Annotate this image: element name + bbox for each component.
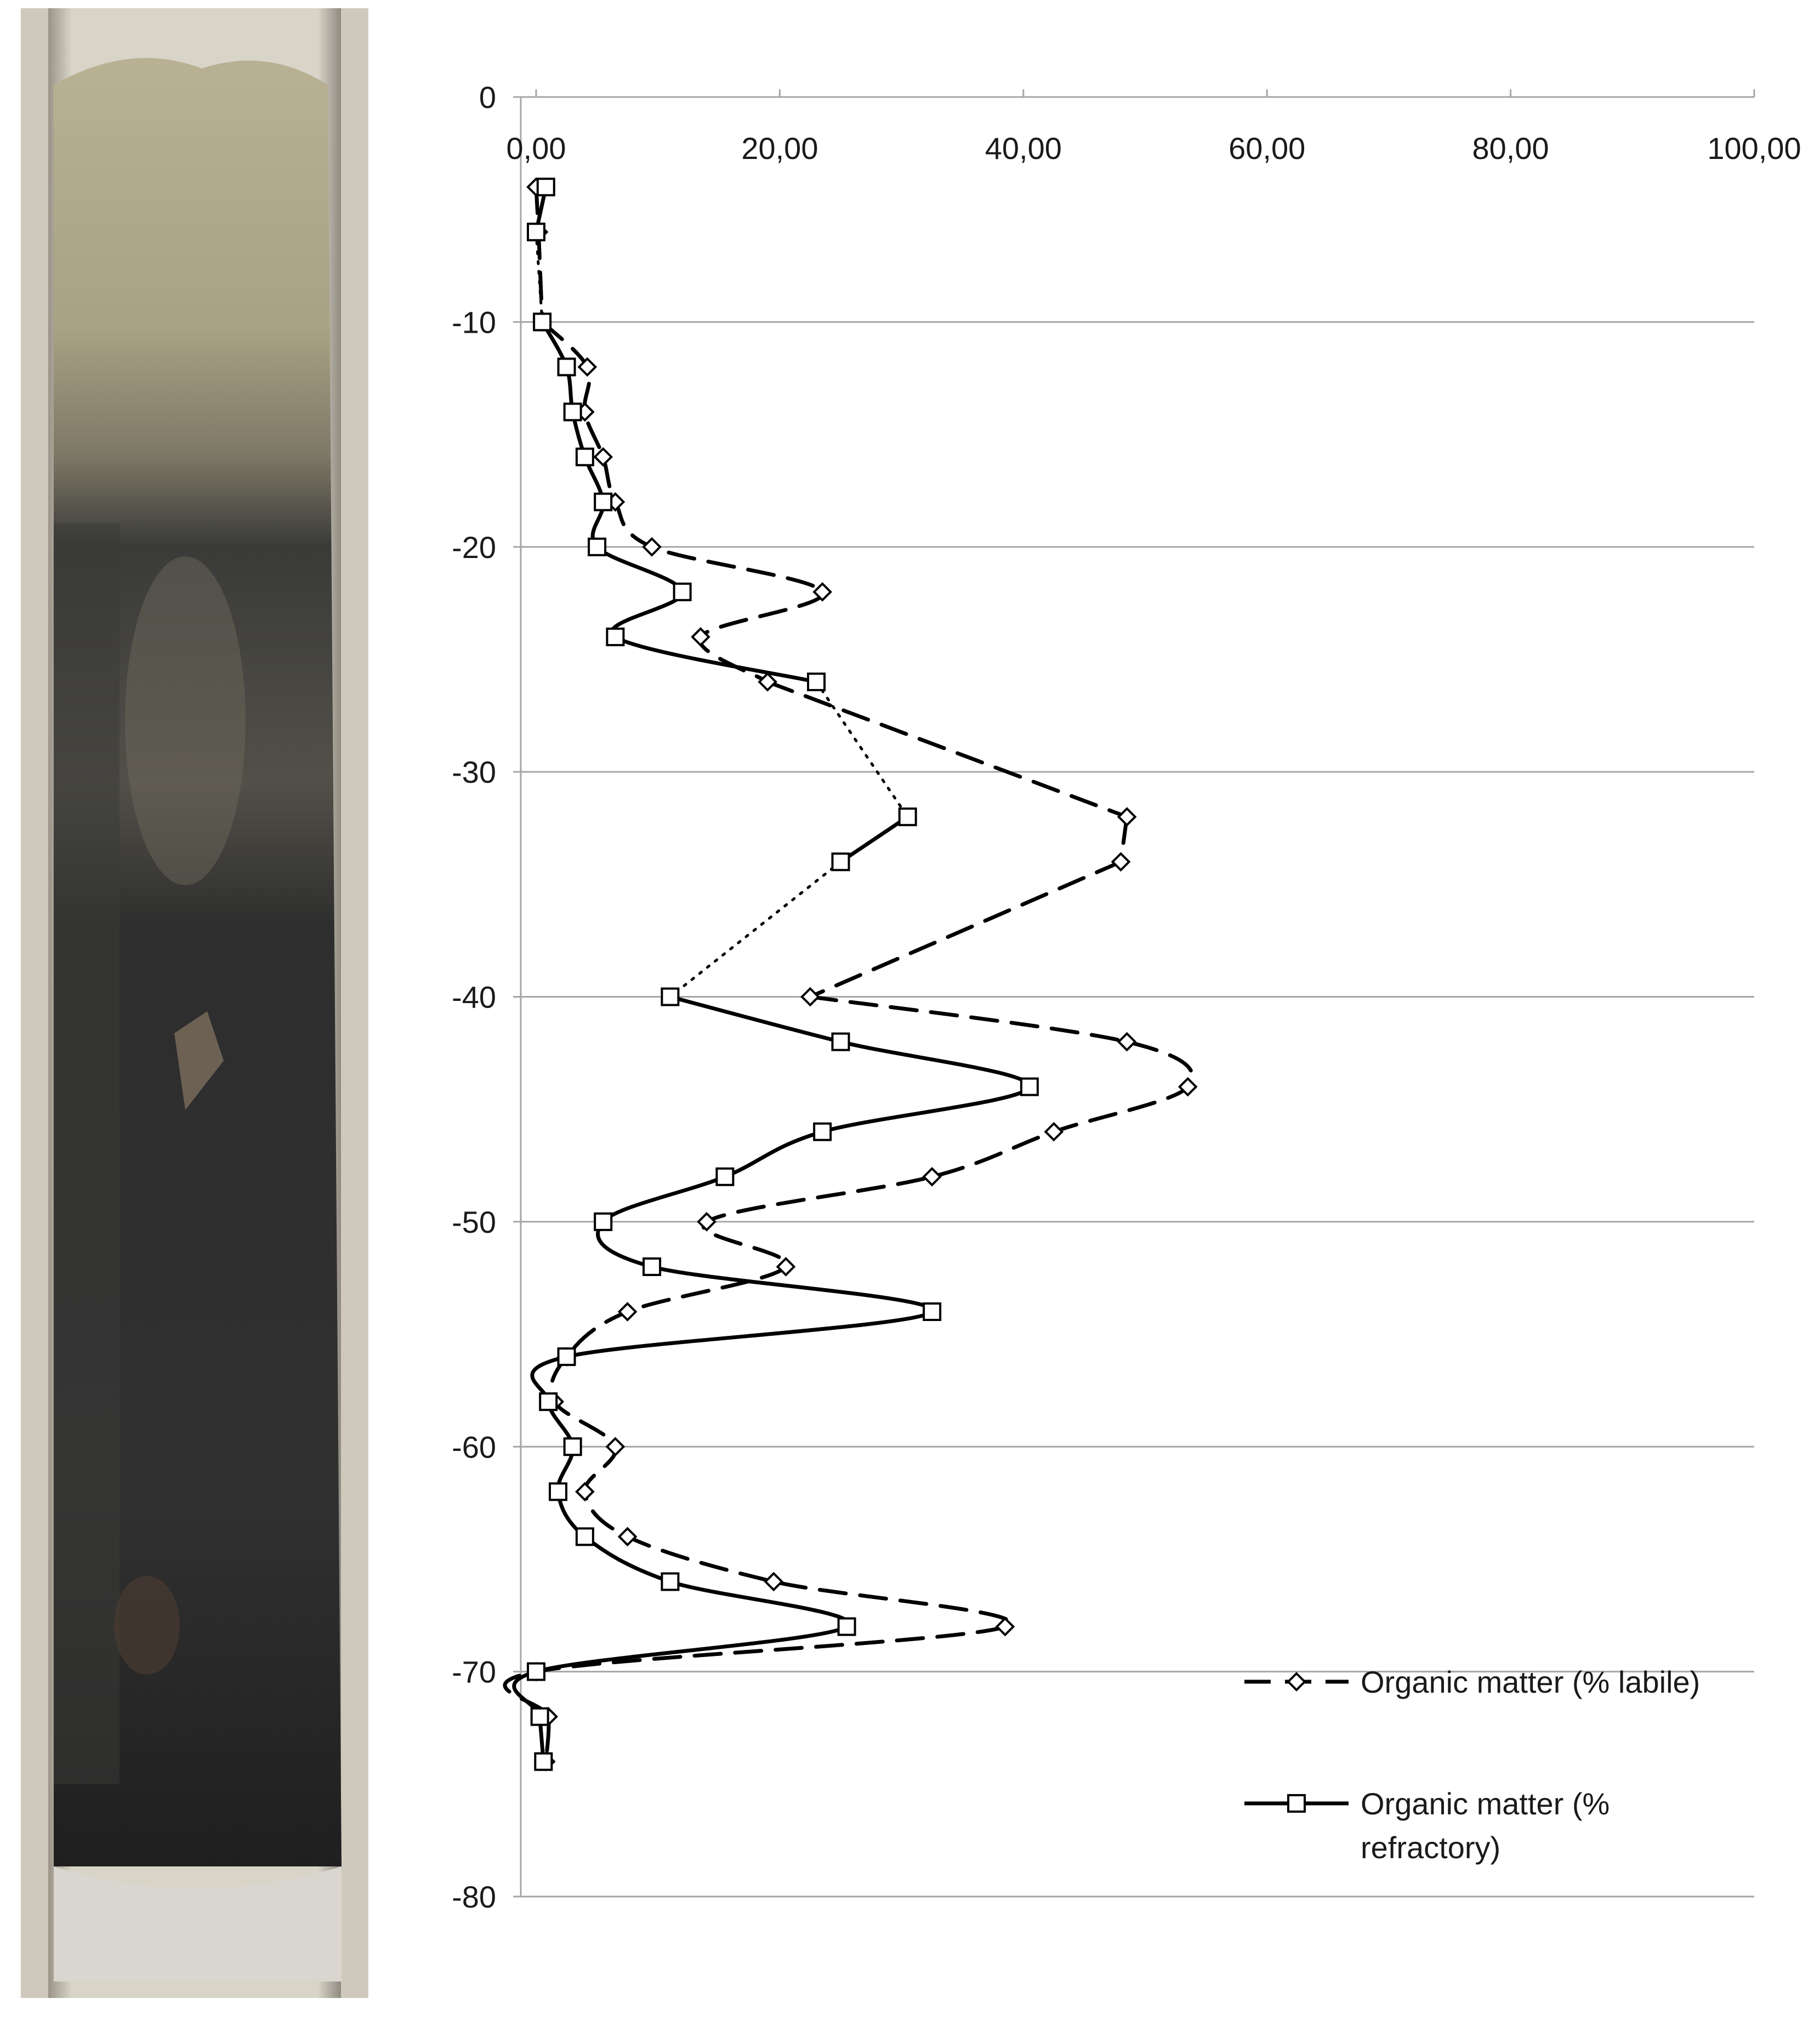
x-tick-label-5: 100,00 [1707,131,1801,166]
series-layer [503,177,1198,1772]
grid-lines [521,96,1754,1898]
data-point-0-26 [764,1572,784,1592]
series-line-segment-0-6 [503,995,1195,1764]
data-point-1-21 [557,1347,576,1367]
data-point-0-18 [697,1212,716,1232]
data-point-1-30 [534,1752,553,1771]
data-point-1-23 [563,1437,582,1456]
data-point-0-19 [776,1257,796,1277]
x-tick-label-4: 80,00 [1472,131,1549,166]
data-point-1-8 [673,582,692,601]
data-point-1-29 [530,1707,549,1726]
series-line-segment-0-2 [540,320,824,684]
data-point-1-15 [1020,1077,1039,1096]
legend-label-0-0: Organic matter (% labile) [1361,1665,1700,1699]
data-point-1-28 [527,1662,545,1681]
data-point-1-11 [898,807,917,827]
legend-marker-0 [1287,1672,1306,1692]
data-point-1-22 [539,1392,558,1411]
data-point-0-23 [605,1437,625,1457]
x-tick-labels: 0,00 20,00 40,00 60,00 80,00 100,00 [507,89,1801,166]
y-tick-label-8: -80 [452,1880,496,1914]
data-point-1-13 [661,987,680,1006]
data-point-1-18 [594,1212,613,1231]
data-point-0-20 [617,1302,638,1322]
data-point-1-19 [642,1257,662,1276]
data-point-0-9 [691,627,710,647]
series-line-segment-1-5 [668,860,842,998]
series-line-segment-0-3 [765,680,1129,819]
x-tick-label-1: 20,00 [741,131,818,166]
series-labile [503,177,1198,1772]
data-point-1-14 [831,1032,850,1051]
data-point-0-5 [593,447,613,467]
data-point-1-10 [807,672,826,691]
data-point-1-1 [527,223,545,242]
legend-label-1-1: refractory) [1361,1830,1500,1865]
series-refractory [512,178,1039,1771]
data-point-1-20 [923,1302,942,1322]
data-point-0-17 [922,1166,942,1187]
series-line-segment-0-1 [536,230,544,324]
data-point-0-10 [758,672,778,692]
data-point-1-4 [563,402,582,422]
data-point-0-7 [642,537,662,557]
legend-label-1-0: Organic matter (% [1361,1786,1609,1821]
data-point-1-26 [661,1572,680,1591]
legend-marker-1 [1287,1794,1306,1813]
x-tick-label-2: 40,00 [985,131,1062,166]
data-point-1-24 [548,1482,567,1501]
y-tick-label-0: 0 [479,80,496,115]
data-point-0-27 [995,1616,1015,1637]
data-point-0-24 [575,1482,595,1502]
y-tick-label-4: -40 [452,980,496,1015]
data-point-0-15 [1178,1077,1198,1097]
series-line-segment-0-5 [808,859,1123,999]
data-point-0-13 [800,987,820,1007]
y-tick-label-1: -10 [452,305,496,339]
data-point-0-11 [1117,807,1137,827]
data-point-1-5 [575,447,594,466]
data-point-1-0 [536,178,555,197]
data-point-1-12 [831,852,850,872]
series-line-segment-1-2 [540,320,818,684]
data-point-1-2 [533,312,552,332]
series-line-segment-1-6 [512,995,1032,1764]
y-tick-label-5: -50 [452,1205,496,1239]
series-line-segment-1-3 [815,680,909,818]
data-point-1-25 [575,1527,594,1546]
data-point-0-12 [1111,852,1131,872]
data-point-1-16 [813,1122,832,1141]
data-point-1-6 [594,492,613,511]
x-tick-label-3: 60,00 [1228,131,1305,166]
data-point-0-3 [577,357,598,377]
data-point-0-16 [1044,1121,1064,1142]
y-tick-label-3: -30 [452,755,496,789]
y-tick-label-2: -20 [452,530,496,565]
data-point-1-9 [606,627,625,646]
data-point-1-3 [557,357,576,377]
data-point-1-7 [588,537,607,556]
legend: Organic matter (% labile) Organic matter … [1244,1665,1700,1865]
y-tick-label-7: -70 [452,1655,496,1689]
series-line-segment-1-4 [839,815,910,864]
data-point-0-25 [617,1527,638,1547]
data-point-1-17 [715,1167,735,1186]
y-tick-label-6: -60 [452,1430,496,1464]
x-tick-label-0: 0,00 [507,131,566,166]
sediment-core-photo [21,8,368,1998]
data-point-1-27 [837,1617,856,1636]
data-point-0-8 [812,582,832,602]
data-point-0-14 [1117,1032,1137,1052]
y-tick-labels: 0 -10 -20 -30 -40 -50 -60 -70 -80 [452,80,521,1914]
